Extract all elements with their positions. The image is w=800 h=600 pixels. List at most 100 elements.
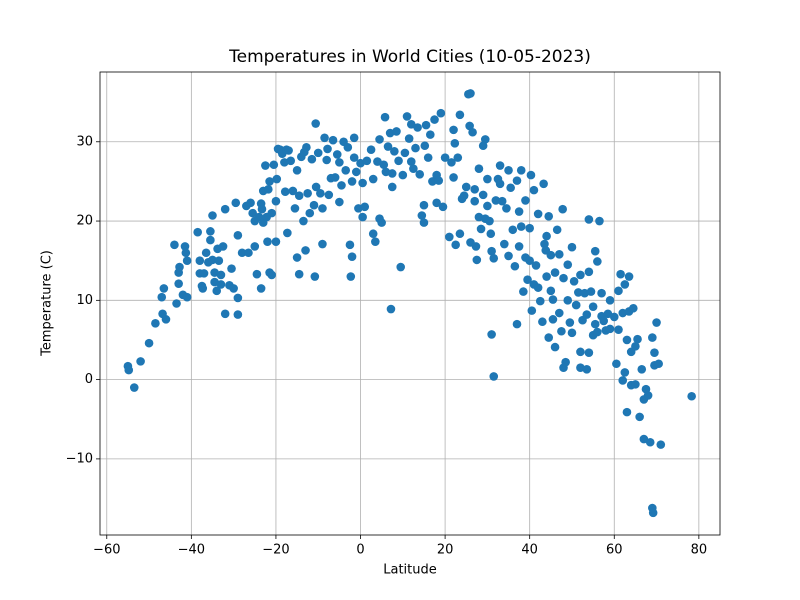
- point: [565, 318, 575, 327]
- point: [527, 306, 537, 315]
- point: [478, 190, 488, 200]
- point: [563, 296, 573, 305]
- point: [216, 270, 226, 280]
- point: [246, 198, 255, 208]
- point: [358, 178, 367, 188]
- point: [252, 269, 262, 279]
- point: [419, 218, 429, 227]
- point: [411, 143, 420, 153]
- point: [612, 359, 621, 369]
- point: [182, 292, 192, 302]
- point: [332, 150, 342, 159]
- point: [307, 154, 317, 164]
- point: [514, 207, 524, 216]
- point: [371, 237, 380, 246]
- point: [500, 239, 509, 249]
- point: [597, 288, 606, 298]
- point: [175, 262, 184, 272]
- point: [535, 296, 545, 306]
- point: [199, 269, 209, 278]
- point: [174, 279, 183, 288]
- point: [269, 160, 279, 170]
- point: [571, 300, 581, 310]
- point: [218, 242, 228, 251]
- point: [261, 161, 270, 170]
- point: [542, 231, 551, 241]
- x-tick-label: −40: [178, 543, 205, 558]
- point: [368, 174, 378, 184]
- y-tick-label: −10: [66, 451, 93, 466]
- point: [544, 211, 554, 221]
- point: [574, 288, 583, 297]
- point: [650, 348, 659, 357]
- point: [548, 295, 558, 304]
- point: [620, 368, 630, 377]
- point: [320, 133, 329, 143]
- point: [506, 183, 515, 193]
- point: [557, 326, 566, 336]
- point: [622, 407, 632, 417]
- point: [508, 225, 518, 235]
- point: [404, 134, 414, 143]
- point: [590, 246, 600, 256]
- point: [504, 251, 513, 261]
- point: [635, 412, 644, 422]
- point: [546, 250, 556, 260]
- y-tick-label: 10: [76, 293, 93, 308]
- point: [347, 177, 357, 186]
- point: [335, 158, 344, 167]
- point: [544, 333, 554, 342]
- point: [303, 188, 312, 198]
- point: [379, 160, 389, 170]
- point: [182, 256, 192, 265]
- point: [590, 319, 600, 329]
- point: [345, 240, 355, 250]
- point: [267, 270, 277, 280]
- point: [316, 188, 325, 198]
- point: [362, 156, 372, 166]
- point: [265, 177, 274, 186]
- point: [593, 257, 602, 266]
- point: [652, 318, 661, 327]
- point: [504, 166, 513, 175]
- point: [533, 283, 543, 292]
- point: [656, 440, 666, 449]
- point: [349, 153, 359, 162]
- point: [387, 169, 397, 178]
- point: [474, 164, 484, 174]
- point: [299, 216, 308, 226]
- point: [539, 179, 548, 189]
- point: [214, 256, 224, 265]
- point: [290, 204, 300, 213]
- point: [514, 242, 524, 251]
- point: [409, 164, 418, 174]
- point: [151, 319, 160, 328]
- point: [447, 158, 456, 167]
- point: [605, 324, 615, 334]
- point: [609, 312, 619, 322]
- y-axis-label: Temperature (C): [40, 250, 55, 357]
- point: [453, 153, 463, 162]
- point: [643, 391, 653, 400]
- point: [554, 308, 564, 318]
- point: [284, 146, 293, 155]
- point: [271, 237, 281, 246]
- point: [512, 319, 522, 329]
- point: [301, 246, 310, 255]
- point: [550, 342, 560, 352]
- point: [420, 141, 430, 151]
- point: [351, 167, 361, 177]
- x-tick-label: 0: [356, 543, 364, 558]
- point: [489, 254, 499, 263]
- point: [396, 262, 405, 272]
- y-tick-label: 30: [76, 134, 93, 149]
- point: [614, 325, 623, 334]
- point: [434, 176, 444, 185]
- point: [233, 231, 243, 240]
- point: [227, 264, 236, 273]
- x-tick-label: 60: [606, 543, 623, 558]
- point: [231, 198, 241, 208]
- point: [346, 272, 356, 281]
- point: [637, 365, 647, 374]
- point: [466, 89, 475, 98]
